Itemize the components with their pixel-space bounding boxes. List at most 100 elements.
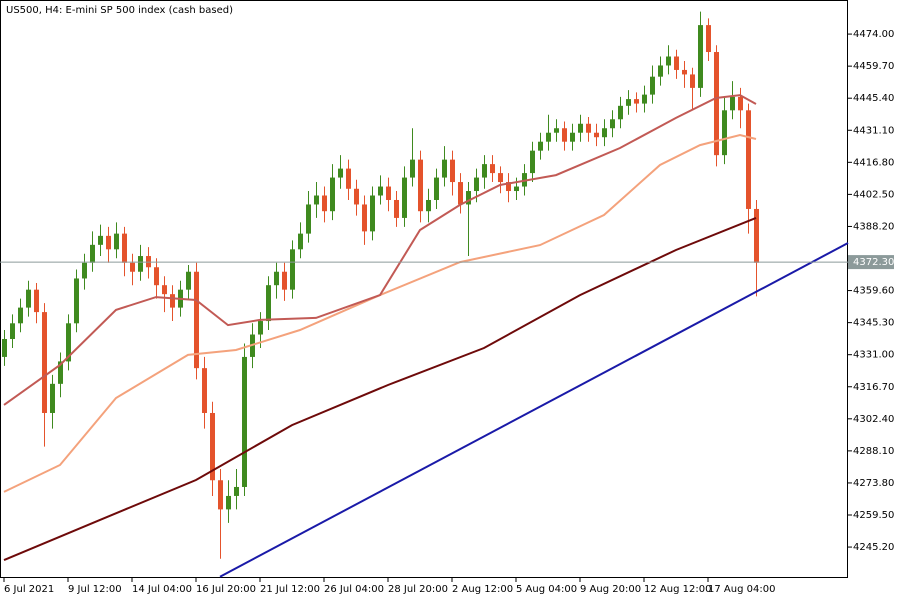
candle-body [290, 249, 295, 290]
candle-body [346, 168, 351, 189]
candle-body [322, 195, 327, 212]
candle-body [370, 195, 375, 232]
candle-body [226, 495, 231, 510]
candle-body [258, 321, 263, 335]
candle-body [330, 177, 335, 212]
candle-body [554, 128, 559, 133]
candle-body [538, 141, 543, 151]
candle-body [754, 208, 759, 263]
candle-body [618, 105, 623, 120]
candle-body [626, 99, 631, 106]
x-tick-label: 16 Jul 20:00 [196, 584, 256, 595]
candle-body [650, 76, 655, 95]
candle-body [66, 323, 71, 362]
candle-body [106, 235, 111, 250]
price-label: 4372.30 [853, 257, 894, 268]
candle-body [466, 191, 471, 205]
candle-body [730, 96, 735, 111]
y-tick-label: 4273.80 [853, 478, 894, 489]
candle-body [514, 186, 519, 192]
candle-body [434, 177, 439, 200]
candle-body [10, 323, 15, 339]
y-tick-label: 4474.00 [853, 29, 894, 40]
candle-body [442, 159, 447, 178]
candle-body [570, 132, 575, 142]
candle-body [666, 56, 671, 66]
y-tick-label: 4245.20 [853, 542, 894, 553]
candle-body [202, 368, 207, 413]
y-tick-label: 4345.30 [853, 318, 894, 329]
price-label-box [848, 255, 894, 270]
candle-body [698, 25, 703, 88]
y-tick-label: 4259.50 [853, 510, 894, 521]
candle-body [410, 159, 415, 178]
candle-body [386, 186, 391, 200]
candle-body [658, 65, 663, 77]
x-tick-label: 14 Jul 04:00 [132, 584, 192, 595]
y-tick-label: 4331.00 [853, 350, 894, 361]
x-tick-label: 26 Jul 04:00 [324, 584, 384, 595]
candle-body [506, 182, 511, 192]
candle-body [138, 256, 143, 272]
candle-body [154, 267, 159, 286]
candle-body [274, 271, 279, 286]
candle-body [474, 177, 479, 192]
candle-body [594, 132, 599, 138]
x-tick-label: 12 Aug 12:00 [644, 584, 711, 595]
candle-body [2, 338, 7, 357]
candle-body [530, 150, 535, 174]
line-series [3, 216, 757, 562]
x-tick-label: 9 Jul 12:00 [68, 584, 122, 595]
candle-body [354, 188, 359, 205]
x-tick-label: 2 Aug 12:00 [452, 584, 513, 595]
x-tick-label: 5 Aug 04:00 [516, 584, 577, 595]
candle-body [450, 159, 455, 183]
candle-body [634, 99, 639, 104]
candle-body [546, 132, 551, 142]
y-tick-label: 4316.70 [853, 382, 894, 393]
candle-body [426, 199, 431, 212]
y-tick-label: 4359.60 [853, 286, 894, 297]
candle-body [418, 159, 423, 212]
candle-body [74, 278, 79, 324]
candle-body [162, 285, 167, 295]
candle-body [114, 233, 119, 250]
candle-body [34, 289, 39, 313]
x-tick-label: 9 Aug 20:00 [580, 584, 641, 595]
candle-body [394, 199, 399, 218]
candle-body [90, 244, 95, 263]
candle-body [18, 307, 23, 324]
candle-body [186, 271, 191, 290]
candle-body [362, 204, 367, 232]
candle-body [490, 164, 495, 174]
candle-body [722, 110, 727, 156]
candle-body [402, 177, 407, 218]
candle-body [50, 383, 55, 413]
candle-body [562, 128, 567, 142]
y-tick-label: 4388.20 [853, 221, 894, 232]
candle-body [82, 262, 87, 279]
candle-body [690, 74, 695, 88]
candle-body [578, 123, 583, 133]
plot-frame [0, 0, 848, 578]
y-tick-label: 4302.40 [853, 414, 894, 425]
candle-body [378, 186, 383, 196]
candle-body [458, 182, 463, 205]
candle-body [266, 285, 271, 322]
candle-body [338, 168, 343, 178]
candle-body [130, 262, 135, 272]
y-tick-label: 4288.10 [853, 446, 894, 457]
x-tick-label: 21 Jul 12:00 [260, 584, 320, 595]
candle-body [482, 164, 487, 178]
candle-body [42, 312, 47, 413]
y-tick-label: 4416.80 [853, 157, 894, 168]
candle-body [170, 294, 175, 308]
x-tick-label: 6 Jul 2021 [4, 584, 54, 595]
candle-body [602, 128, 607, 138]
candle-body [242, 356, 247, 487]
candle-body [122, 233, 127, 263]
x-tick-label: 28 Jul 20:00 [388, 584, 448, 595]
candle-body [314, 195, 319, 205]
y-tick-label: 4402.50 [853, 189, 894, 200]
